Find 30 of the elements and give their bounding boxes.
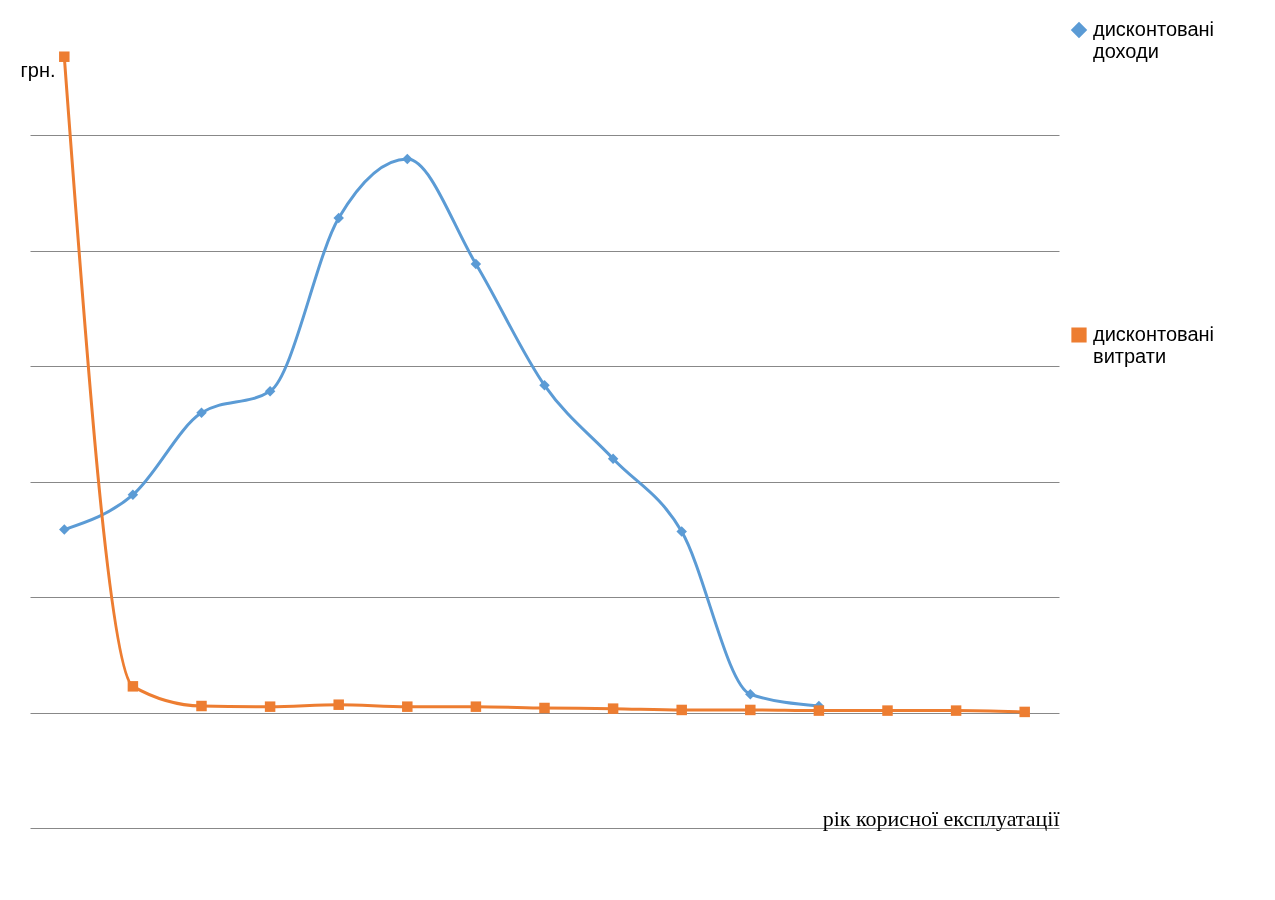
- point: [470, 701, 482, 712]
- point: [127, 489, 139, 501]
- point: [676, 704, 687, 716]
- point: [882, 705, 893, 716]
- point: [607, 453, 619, 464]
- point: [745, 688, 756, 700]
- point: [59, 51, 70, 62]
- point: [813, 705, 825, 716]
- point: [676, 526, 687, 537]
- point: [745, 704, 756, 716]
- point: [333, 212, 344, 224]
- point: [264, 701, 276, 712]
- point: [607, 703, 619, 714]
- point: [196, 407, 207, 419]
- point: [539, 380, 550, 391]
- point: [59, 524, 70, 535]
- point: [264, 385, 276, 397]
- point: [1019, 706, 1030, 718]
- legend-label: дисконтовані доходи: [1093, 18, 1215, 62]
- point: [127, 681, 139, 692]
- point: [950, 705, 962, 716]
- point: [402, 701, 413, 712]
- point: [539, 702, 550, 714]
- legend-label: дисконтовані витрати: [1093, 323, 1215, 367]
- point: [470, 258, 482, 270]
- y-axis-title: грн.: [20, 58, 56, 81]
- x-axis-title: рік корисної експлуатації: [822, 805, 1061, 831]
- point: [333, 699, 344, 710]
- point: [402, 153, 413, 165]
- point: [196, 700, 207, 712]
